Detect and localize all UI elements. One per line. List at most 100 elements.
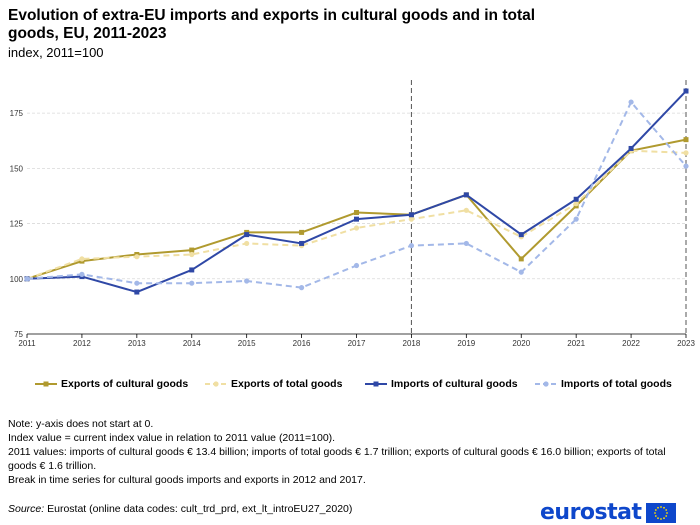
series-point-3 xyxy=(298,285,305,291)
series-point-2 xyxy=(354,216,359,222)
flag-star xyxy=(656,506,659,509)
source-label: Source: xyxy=(8,503,45,515)
note-line: 2011 values: imports of cultural goods €… xyxy=(8,446,666,472)
series-point-2 xyxy=(134,289,140,295)
legend-swatch xyxy=(365,381,387,387)
vertical-markers xyxy=(410,80,687,334)
legend-item: Imports of cultural goods xyxy=(365,378,518,390)
series-point-2 xyxy=(244,232,250,238)
x-tick-label: 2013 xyxy=(128,339,146,348)
legend-swatch-marker xyxy=(373,381,379,387)
series-point-3 xyxy=(134,280,140,286)
y-tick-label: 125 xyxy=(10,220,24,229)
x-tick-label: 2012 xyxy=(73,339,91,348)
series-point-2 xyxy=(408,212,414,218)
flag-star xyxy=(659,505,662,508)
series-point-1 xyxy=(683,150,689,156)
series-point-1 xyxy=(463,207,469,213)
legend-item: Exports of cultural goods xyxy=(35,378,188,390)
x-tick-label: 2014 xyxy=(183,339,201,348)
series-point-2 xyxy=(299,240,305,246)
axes: 75 100 125 150 175 2011 2012 2013 2014 2015 2016 20… xyxy=(10,109,696,348)
flag-star xyxy=(653,511,656,514)
note-line: Note: y-axis does not start at 0. xyxy=(8,418,154,430)
x-tick-label: 2017 xyxy=(348,339,366,348)
series-point-0 xyxy=(189,247,195,253)
x-tick-label: 2023 xyxy=(677,339,695,348)
flag-star xyxy=(654,514,657,517)
series-point-3 xyxy=(518,269,524,275)
legend-item: Imports of total goods xyxy=(535,378,672,390)
flag-star xyxy=(656,516,659,519)
flag-star xyxy=(659,517,662,520)
series-lines xyxy=(24,88,689,295)
series-point-3 xyxy=(353,262,360,269)
chart-subtitle: index, 2011=100 xyxy=(8,45,104,60)
note-line: Break in time series for cultural goods … xyxy=(8,473,366,486)
flag-star xyxy=(665,511,668,514)
legend-swatch xyxy=(535,381,557,387)
x-tick-label: 2020 xyxy=(512,339,530,348)
series-point-2 xyxy=(189,267,195,273)
chart-title: Evolution of extra-EU imports and export… xyxy=(8,7,536,42)
line-chart: 75 100 125 150 175 2011 2012 2013 2014 2015 2016 20… xyxy=(10,80,696,348)
series-point-1 xyxy=(408,216,415,222)
legend-label: Exports of total goods xyxy=(231,378,343,390)
series-point-1 xyxy=(189,251,195,258)
legend-item: Exports of total goods xyxy=(205,378,342,390)
legend-swatch-marker xyxy=(543,381,549,387)
legend-label: Imports of cultural goods xyxy=(391,378,518,390)
legend-swatch xyxy=(205,381,227,387)
series-point-2 xyxy=(463,192,469,198)
series-point-1 xyxy=(134,254,140,260)
flag-star xyxy=(664,514,667,517)
series-point-2 xyxy=(683,88,689,94)
flag-star xyxy=(662,516,665,519)
legend-swatch-marker xyxy=(213,381,219,387)
eurostat-wordmark: eurostat xyxy=(540,500,642,525)
x-tick-label: 2011 xyxy=(18,339,36,348)
x-tick-label: 2019 xyxy=(457,339,475,348)
flag-star xyxy=(664,508,667,511)
series-point-3 xyxy=(683,163,689,169)
eurostat-logo[interactable]: eurostat xyxy=(540,500,676,525)
series-line-3 xyxy=(26,101,687,289)
y-tick-label: 150 xyxy=(10,164,24,173)
flag-star xyxy=(662,506,665,509)
series-point-2 xyxy=(573,196,579,202)
series-point-3 xyxy=(628,99,634,105)
series-line-2 xyxy=(26,90,687,294)
legend-swatch-marker xyxy=(43,381,49,387)
x-tick-label: 2016 xyxy=(293,339,311,348)
note-line: Index value = current index value in rel… xyxy=(8,432,336,444)
x-tick-label: 2018 xyxy=(403,339,421,348)
source-line: Source: Eurostat (online data codes: cul… xyxy=(8,503,352,515)
y-tick-label: 175 xyxy=(10,109,24,118)
series-point-3 xyxy=(24,276,30,282)
series-point-3 xyxy=(79,271,85,277)
series-point-3 xyxy=(573,216,579,222)
series-point-1 xyxy=(573,201,579,207)
legend-label: Imports of total goods xyxy=(561,378,672,390)
chart-legend: Exports of cultural goods Exports of tota… xyxy=(35,378,685,394)
series-point-2 xyxy=(518,232,524,238)
x-tick-label: 2015 xyxy=(238,339,256,348)
series-point-3 xyxy=(189,280,195,286)
series-point-0 xyxy=(354,210,359,216)
x-tick-label: 2022 xyxy=(622,339,640,348)
series-point-1 xyxy=(353,225,360,231)
flag-star xyxy=(654,508,657,511)
y-tick-label: 75 xyxy=(14,330,23,339)
eu-flag-icon xyxy=(645,502,676,523)
series-point-0 xyxy=(518,256,524,262)
series-point-3 xyxy=(244,278,250,284)
chart-notes: Note: y-axis does not start at 0. Index … xyxy=(8,418,688,488)
series-point-3 xyxy=(463,240,469,247)
legend-label: Exports of cultural goods xyxy=(61,378,189,390)
x-tick-label: 2021 xyxy=(567,339,585,348)
series-point-0 xyxy=(683,137,689,143)
series-point-1 xyxy=(79,256,85,262)
series-point-0 xyxy=(299,229,305,235)
series-point-2 xyxy=(628,145,634,151)
series-point-3 xyxy=(408,243,415,249)
